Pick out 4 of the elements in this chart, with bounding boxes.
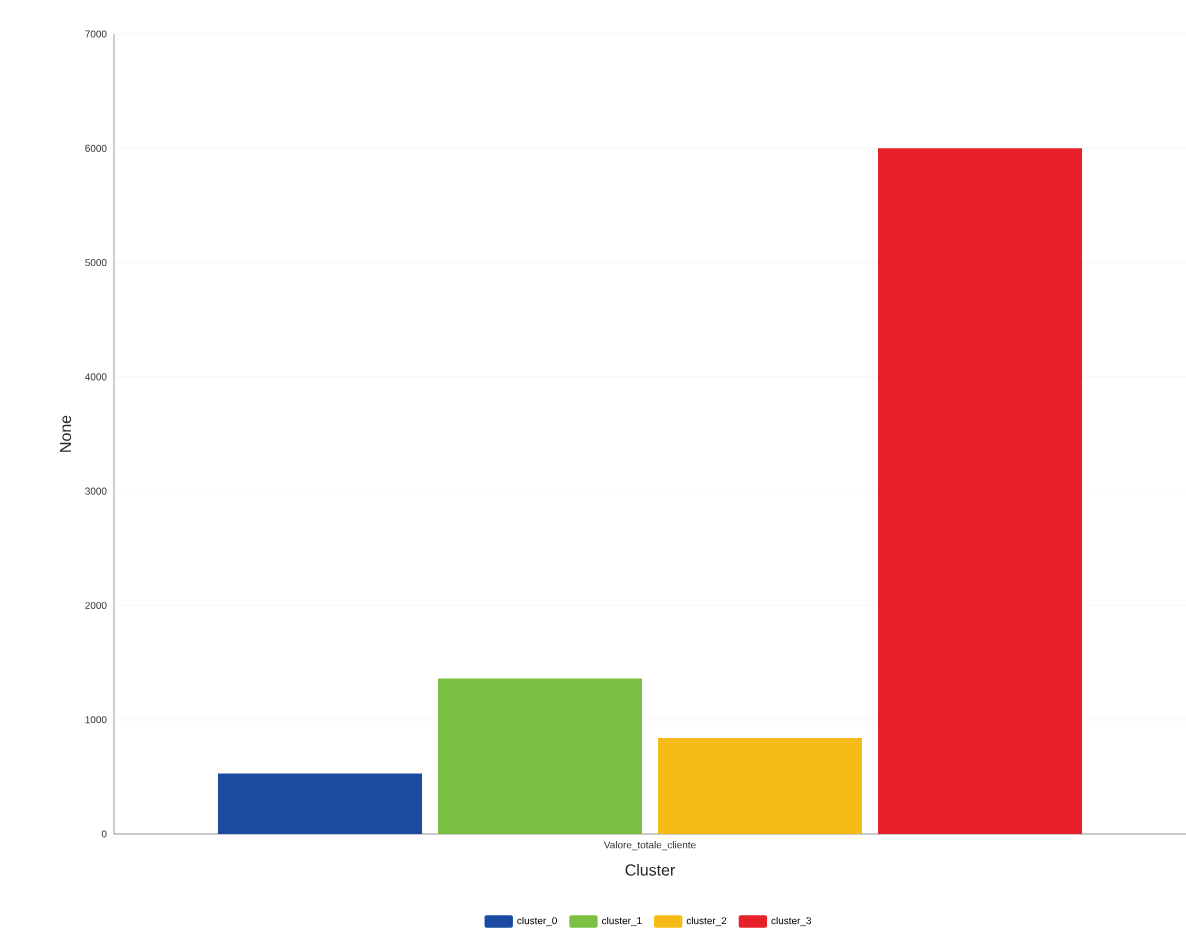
bar bbox=[658, 738, 863, 834]
bar bbox=[438, 678, 643, 834]
bar bbox=[878, 148, 1083, 834]
bar bbox=[218, 773, 422, 834]
